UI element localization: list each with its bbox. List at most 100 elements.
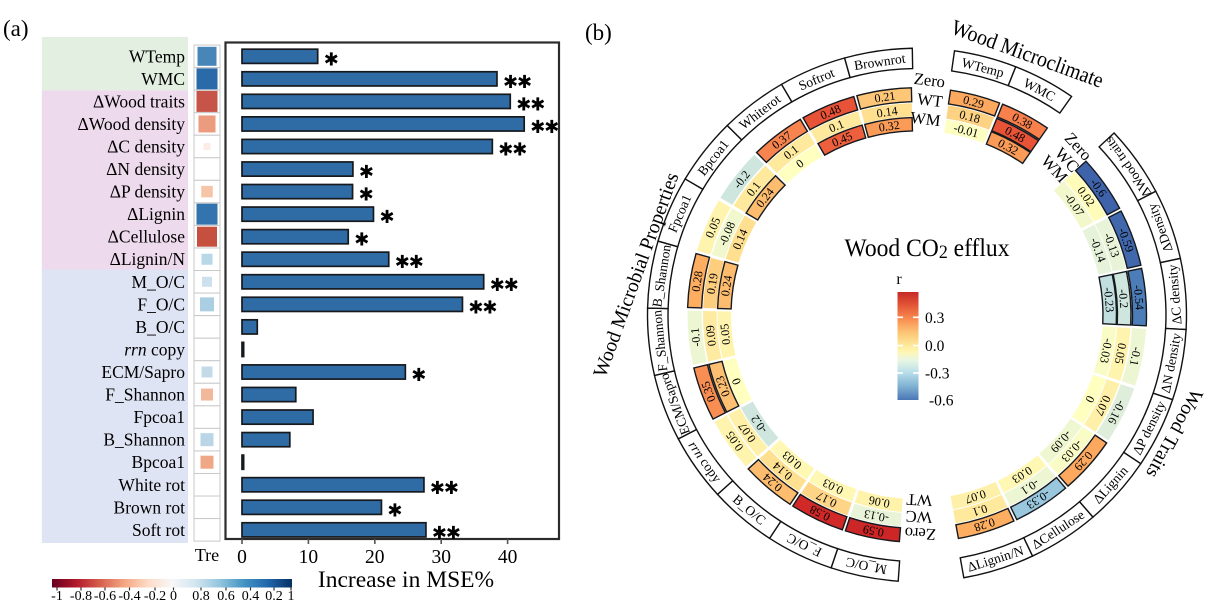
svg-text:(b): (b) xyxy=(585,20,612,45)
svg-text:✱: ✱ xyxy=(544,117,559,137)
svg-text:ΔC density: ΔC density xyxy=(107,137,185,157)
svg-text:✱: ✱ xyxy=(359,162,374,182)
svg-text:rrn copy: rrn copy xyxy=(124,340,185,360)
svg-text:30: 30 xyxy=(431,547,451,568)
svg-text:✱: ✱ xyxy=(530,94,545,114)
svg-text:0.3: 0.3 xyxy=(925,310,945,327)
svg-text:0.28: 0.28 xyxy=(689,270,706,293)
svg-text:Soft rot: Soft rot xyxy=(132,520,185,540)
svg-text:0.24: 0.24 xyxy=(718,274,735,297)
svg-text:r: r xyxy=(896,271,902,288)
svg-text:-0.3: -0.3 xyxy=(925,366,950,383)
svg-text:White rot: White rot xyxy=(118,475,185,495)
svg-text:0.21: 0.21 xyxy=(873,89,896,106)
svg-text:40: 40 xyxy=(498,547,518,568)
svg-text:WT: WT xyxy=(906,490,933,510)
svg-text:0.14: 0.14 xyxy=(876,104,899,121)
svg-text:F_Shannon: F_Shannon xyxy=(105,385,185,405)
svg-text:-0.54: -0.54 xyxy=(1131,284,1147,310)
svg-text:-0.1: -0.1 xyxy=(1127,346,1144,367)
svg-text:-1: -1 xyxy=(51,589,63,604)
svg-text:0.07: 0.07 xyxy=(963,487,987,507)
svg-text:WC: WC xyxy=(905,507,933,527)
svg-text:ΔC density: ΔC density xyxy=(1165,264,1185,325)
svg-text:-0.23: -0.23 xyxy=(1101,287,1117,313)
svg-text:✱: ✱ xyxy=(490,275,505,295)
svg-text:✱: ✱ xyxy=(504,275,519,295)
svg-text:B_Shannon: B_Shannon xyxy=(103,430,185,450)
svg-text:ΔP density: ΔP density xyxy=(110,182,186,202)
svg-text:✱: ✱ xyxy=(503,72,518,92)
svg-text:Brown rot: Brown rot xyxy=(114,497,186,517)
svg-text:0.1: 0.1 xyxy=(971,502,990,520)
svg-text:✱: ✱ xyxy=(446,523,461,543)
svg-text:✱: ✱ xyxy=(324,49,339,69)
svg-text:0.32: 0.32 xyxy=(878,118,901,135)
svg-text:-0.6: -0.6 xyxy=(94,589,116,604)
svg-text:✱: ✱ xyxy=(395,252,410,272)
svg-text:0.06: 0.06 xyxy=(868,493,891,511)
svg-text:✱: ✱ xyxy=(411,365,426,385)
svg-text:ΔCellulose: ΔCellulose xyxy=(108,227,186,247)
svg-text:0.28: 0.28 xyxy=(972,515,996,535)
svg-text:✱: ✱ xyxy=(409,252,424,272)
svg-text:Fpcoa1: Fpcoa1 xyxy=(133,407,185,427)
svg-text:M_O/C: M_O/C xyxy=(132,272,185,292)
svg-text:0.2: 0.2 xyxy=(265,589,283,604)
svg-text:1: 1 xyxy=(288,589,295,604)
svg-text:Zero: Zero xyxy=(904,524,936,545)
svg-text:-0.13: -0.13 xyxy=(863,507,890,526)
svg-text:✱: ✱ xyxy=(444,478,459,498)
svg-text:✱: ✱ xyxy=(517,72,532,92)
svg-text:F_O/C: F_O/C xyxy=(137,294,185,314)
svg-text:0.19: 0.19 xyxy=(704,272,721,295)
svg-text:0: 0 xyxy=(170,589,177,604)
svg-text:-0.2: -0.2 xyxy=(1116,289,1131,309)
svg-text:ΔWood traits: ΔWood traits xyxy=(93,91,185,111)
svg-text:0: 0 xyxy=(729,376,744,387)
svg-text:ΔN density: ΔN density xyxy=(106,159,185,179)
svg-text:-0.03: -0.03 xyxy=(1097,337,1115,364)
svg-text:10: 10 xyxy=(299,547,319,568)
svg-text:-0.8: -0.8 xyxy=(70,589,92,604)
svg-text:0.0: 0.0 xyxy=(925,338,945,355)
svg-text:✱: ✱ xyxy=(387,500,402,520)
svg-text:ΔLignin: ΔLignin xyxy=(127,204,185,224)
svg-text:B_O/C: B_O/C xyxy=(135,317,185,337)
svg-text:✱: ✱ xyxy=(498,140,513,160)
svg-text:0.1: 0.1 xyxy=(827,117,846,136)
svg-text:WTemp: WTemp xyxy=(129,46,185,66)
svg-text:Bpcoa1: Bpcoa1 xyxy=(132,452,185,472)
svg-text:0.6: 0.6 xyxy=(217,589,235,604)
svg-text:✱: ✱ xyxy=(432,523,447,543)
svg-text:ΔLignin/N: ΔLignin/N xyxy=(110,249,186,269)
svg-text:✱: ✱ xyxy=(430,478,445,498)
svg-text:-0.6: -0.6 xyxy=(929,393,954,410)
svg-text:✱: ✱ xyxy=(380,207,395,227)
svg-text:✱: ✱ xyxy=(359,185,374,205)
svg-text:0.05: 0.05 xyxy=(1112,342,1130,365)
svg-text:(a): (a) xyxy=(3,16,29,41)
svg-text:0: 0 xyxy=(237,547,247,568)
svg-text:0.18: 0.18 xyxy=(958,107,982,126)
svg-text:-0.2: -0.2 xyxy=(144,589,166,604)
svg-text:Increase in MSE%: Increase in MSE% xyxy=(318,567,494,593)
svg-text:0.09: 0.09 xyxy=(703,325,719,347)
svg-text:ΔWood density: ΔWood density xyxy=(77,114,185,134)
svg-text:Tre: Tre xyxy=(195,545,219,565)
svg-text:WT: WT xyxy=(916,89,944,111)
svg-text:0.8: 0.8 xyxy=(192,589,210,604)
svg-text:0.35: 0.35 xyxy=(698,379,718,404)
svg-text:-0.1: -0.1 xyxy=(688,327,704,347)
svg-text:0: 0 xyxy=(1082,393,1097,405)
svg-text:✱: ✱ xyxy=(530,117,545,137)
svg-text:✱: ✱ xyxy=(512,140,527,160)
svg-text:Brownrot: Brownrot xyxy=(853,51,907,73)
svg-text:F_Shannon: F_Shannon xyxy=(649,309,670,372)
svg-text:Wood CO2 efflux: Wood CO2 efflux xyxy=(845,235,1010,263)
svg-text:0.29: 0.29 xyxy=(962,93,986,112)
svg-text:-0.01: -0.01 xyxy=(952,121,980,141)
svg-text:ECM/Sapro: ECM/Sapro xyxy=(101,362,185,382)
svg-text:✱: ✱ xyxy=(516,94,531,114)
svg-text:0.05: 0.05 xyxy=(717,323,733,345)
